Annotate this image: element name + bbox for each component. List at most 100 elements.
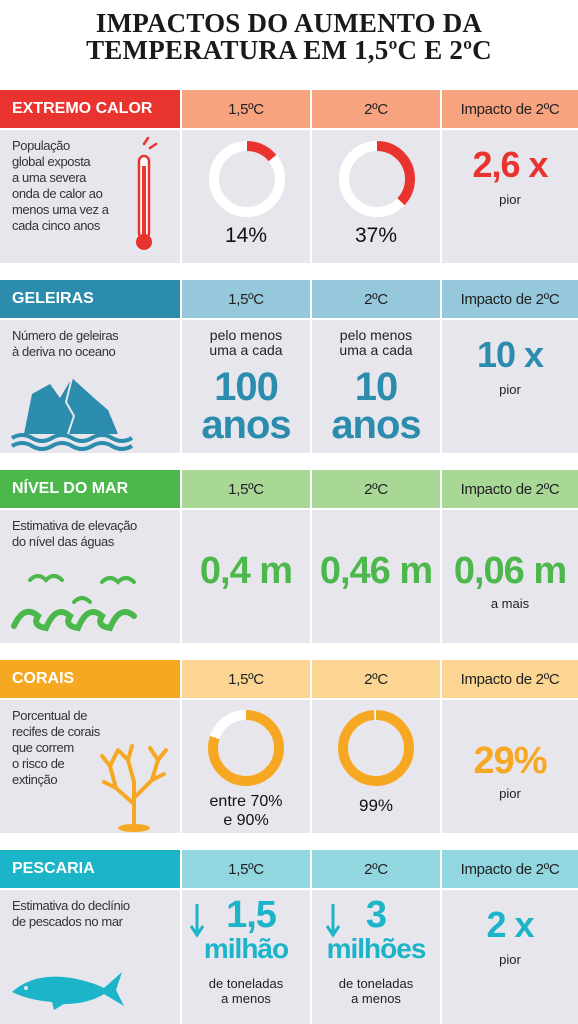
value-cell-1-5: 14% bbox=[182, 130, 310, 263]
description-cell: Estimativa de elevação do nível das água… bbox=[0, 510, 180, 643]
description-cell: Estimativa do declínio de pescados no ma… bbox=[0, 890, 180, 1024]
impact-sub: pior bbox=[499, 192, 521, 207]
value-2: 10 anos bbox=[312, 365, 440, 447]
section-pescaria: PESCARIA 1,5ºC 2ºC Impacto de 2ºC Estima… bbox=[0, 850, 578, 1024]
prefix-line: pelo menos bbox=[209, 327, 283, 343]
section-calor: EXTREMO CALOR 1,5ºC 2ºC Impacto de 2ºC P… bbox=[0, 90, 578, 263]
desc-line: do nível das águas bbox=[12, 534, 114, 549]
value-1-5: 0,4 m bbox=[199, 550, 293, 592]
col-header-2: 2ºC bbox=[312, 660, 440, 698]
section-corais: CORAIS 1,5ºC 2ºC Impacto de 2ºC Porcentu… bbox=[0, 660, 578, 833]
desc-line: onda de calor ao bbox=[12, 186, 103, 201]
col-header-1-5: 1,5ºC bbox=[182, 850, 310, 888]
section-label: CORAIS bbox=[0, 660, 180, 698]
description: Número de geleiras à deriva no oceano bbox=[12, 328, 119, 360]
arrow-down-icon bbox=[326, 904, 340, 938]
value-2: 37% bbox=[354, 224, 398, 247]
desc-line: que correm bbox=[12, 740, 74, 755]
section-label: PESCARIA bbox=[0, 850, 180, 888]
impact-value: 29% bbox=[473, 740, 547, 782]
value-2-sub: de toneladas a menos bbox=[312, 976, 440, 1006]
impact-cell: 29% pior bbox=[442, 700, 578, 833]
value-1-5: entre 70% e 90% bbox=[182, 792, 310, 830]
value-line: e 90% bbox=[223, 812, 269, 829]
col-header-1-5: 1,5ºC bbox=[182, 280, 310, 318]
value-prefix: pelo menos uma a cada bbox=[312, 328, 440, 358]
value-cell-1-5: pelo menos uma a cada 100 anos bbox=[182, 320, 310, 453]
description: Porcentual de recifes de corais que corr… bbox=[12, 708, 100, 788]
value-2-unit: milhões bbox=[326, 933, 427, 964]
prefix-line: uma a cada bbox=[339, 342, 413, 358]
desc-line: global exposta bbox=[12, 154, 91, 169]
col-header-impact: Impacto de 2ºC bbox=[442, 90, 578, 128]
impact-value: 0,06 m bbox=[453, 550, 567, 592]
desc-line: extinção bbox=[12, 772, 58, 787]
value-number: 10 bbox=[354, 365, 399, 409]
iceberg-icon bbox=[10, 377, 134, 451]
desc-line: Número de geleiras bbox=[12, 328, 119, 343]
desc-line: menos uma vez a bbox=[12, 202, 109, 217]
desc-line: População bbox=[12, 138, 70, 153]
col-header-impact: Impacto de 2ºC bbox=[442, 280, 578, 318]
section-nivel-do-mar: NÍVEL DO MAR 1,5ºC 2ºC Impacto de 2ºC Es… bbox=[0, 470, 578, 643]
value-1-5: 14% bbox=[224, 224, 268, 247]
donut-chart-1-5 bbox=[209, 141, 285, 217]
impact-cell: 2 x pior bbox=[442, 890, 578, 1024]
coral-icon bbox=[100, 744, 168, 832]
value-cell-2: pelo menos uma a cada 10 anos bbox=[312, 320, 440, 453]
desc-line: a uma severa bbox=[12, 170, 86, 185]
description: População global exposta a uma severa on… bbox=[12, 138, 109, 234]
col-header-impact: Impacto de 2ºC bbox=[442, 470, 578, 508]
section-label: EXTREMO CALOR bbox=[0, 90, 180, 128]
description: Estimativa de elevação do nível das água… bbox=[12, 518, 137, 550]
sub-line: a menos bbox=[351, 991, 401, 1006]
value-cell-2: 3 milhões de toneladas a menos bbox=[312, 890, 440, 1024]
donut-chart-2 bbox=[339, 141, 415, 217]
title-line-1: IMPACTOS DO AUMENTO DA bbox=[95, 8, 483, 38]
sub-line: a menos bbox=[221, 991, 271, 1006]
sub-line: de toneladas bbox=[338, 976, 414, 991]
col-header-2: 2ºC bbox=[312, 280, 440, 318]
impact-value: 2 x bbox=[486, 904, 534, 945]
desc-line: Estimativa do declínio bbox=[12, 898, 130, 913]
col-header-1-5: 1,5ºC bbox=[182, 660, 310, 698]
description-cell: Número de geleiras à deriva no oceano bbox=[0, 320, 180, 453]
section-label: NÍVEL DO MAR bbox=[0, 470, 180, 508]
value-2-number: 3 bbox=[365, 894, 387, 936]
waves-icon bbox=[11, 574, 137, 632]
description-cell: Porcentual de recifes de corais que corr… bbox=[0, 700, 180, 833]
desc-line: Estimativa de elevação bbox=[12, 518, 137, 533]
impact-sub: pior bbox=[499, 952, 521, 967]
impact-cell: 10 x pior bbox=[442, 320, 578, 453]
donut-chart-1-5 bbox=[208, 710, 284, 786]
impact-cell: 0,06 m a mais bbox=[442, 510, 578, 643]
prefix-line: pelo menos bbox=[339, 327, 413, 343]
impact-sub: a mais bbox=[490, 596, 530, 611]
value-number: 100 bbox=[214, 365, 279, 409]
value-line: entre 70% bbox=[209, 793, 283, 810]
value-1-5-number: 1,5 bbox=[226, 894, 277, 936]
value-cell-2: 37% bbox=[312, 130, 440, 263]
arrow-down-icon bbox=[190, 904, 204, 938]
section-geleiras: GELEIRAS 1,5ºC 2ºC Impacto de 2ºC Número… bbox=[0, 280, 578, 453]
impact-sub: pior bbox=[499, 382, 521, 397]
value-cell-1-5: 1,5 milhão de toneladas a menos bbox=[182, 890, 310, 1024]
section-label: GELEIRAS bbox=[0, 280, 180, 318]
value-1-5: 100 anos bbox=[182, 365, 310, 447]
page-title: IMPACTOS DO AUMENTO DA TEMPERATURA EM 1,… bbox=[0, 10, 578, 64]
impact-value: 10 x bbox=[476, 334, 544, 375]
desc-line: à deriva no oceano bbox=[12, 344, 116, 359]
value-unit: anos bbox=[201, 403, 291, 447]
value-1-5-unit: milhão bbox=[203, 933, 289, 964]
value-unit: anos bbox=[331, 403, 421, 447]
description-cell: População global exposta a uma severa on… bbox=[0, 130, 180, 263]
value-1-5-sub: de toneladas a menos bbox=[182, 976, 310, 1006]
col-header-2: 2ºC bbox=[312, 470, 440, 508]
value-cell-1-5: 0,4 m bbox=[182, 510, 310, 643]
title-line-2: TEMPERATURA EM 1,5ºC E 2ºC bbox=[86, 35, 492, 65]
value-prefix: pelo menos uma a cada bbox=[182, 328, 310, 358]
value-cell-1-5: entre 70% e 90% bbox=[182, 700, 310, 833]
desc-line: recifes de corais bbox=[12, 724, 100, 739]
impact-value: 2,6 x bbox=[472, 144, 548, 185]
col-header-impact: Impacto de 2ºC bbox=[442, 850, 578, 888]
